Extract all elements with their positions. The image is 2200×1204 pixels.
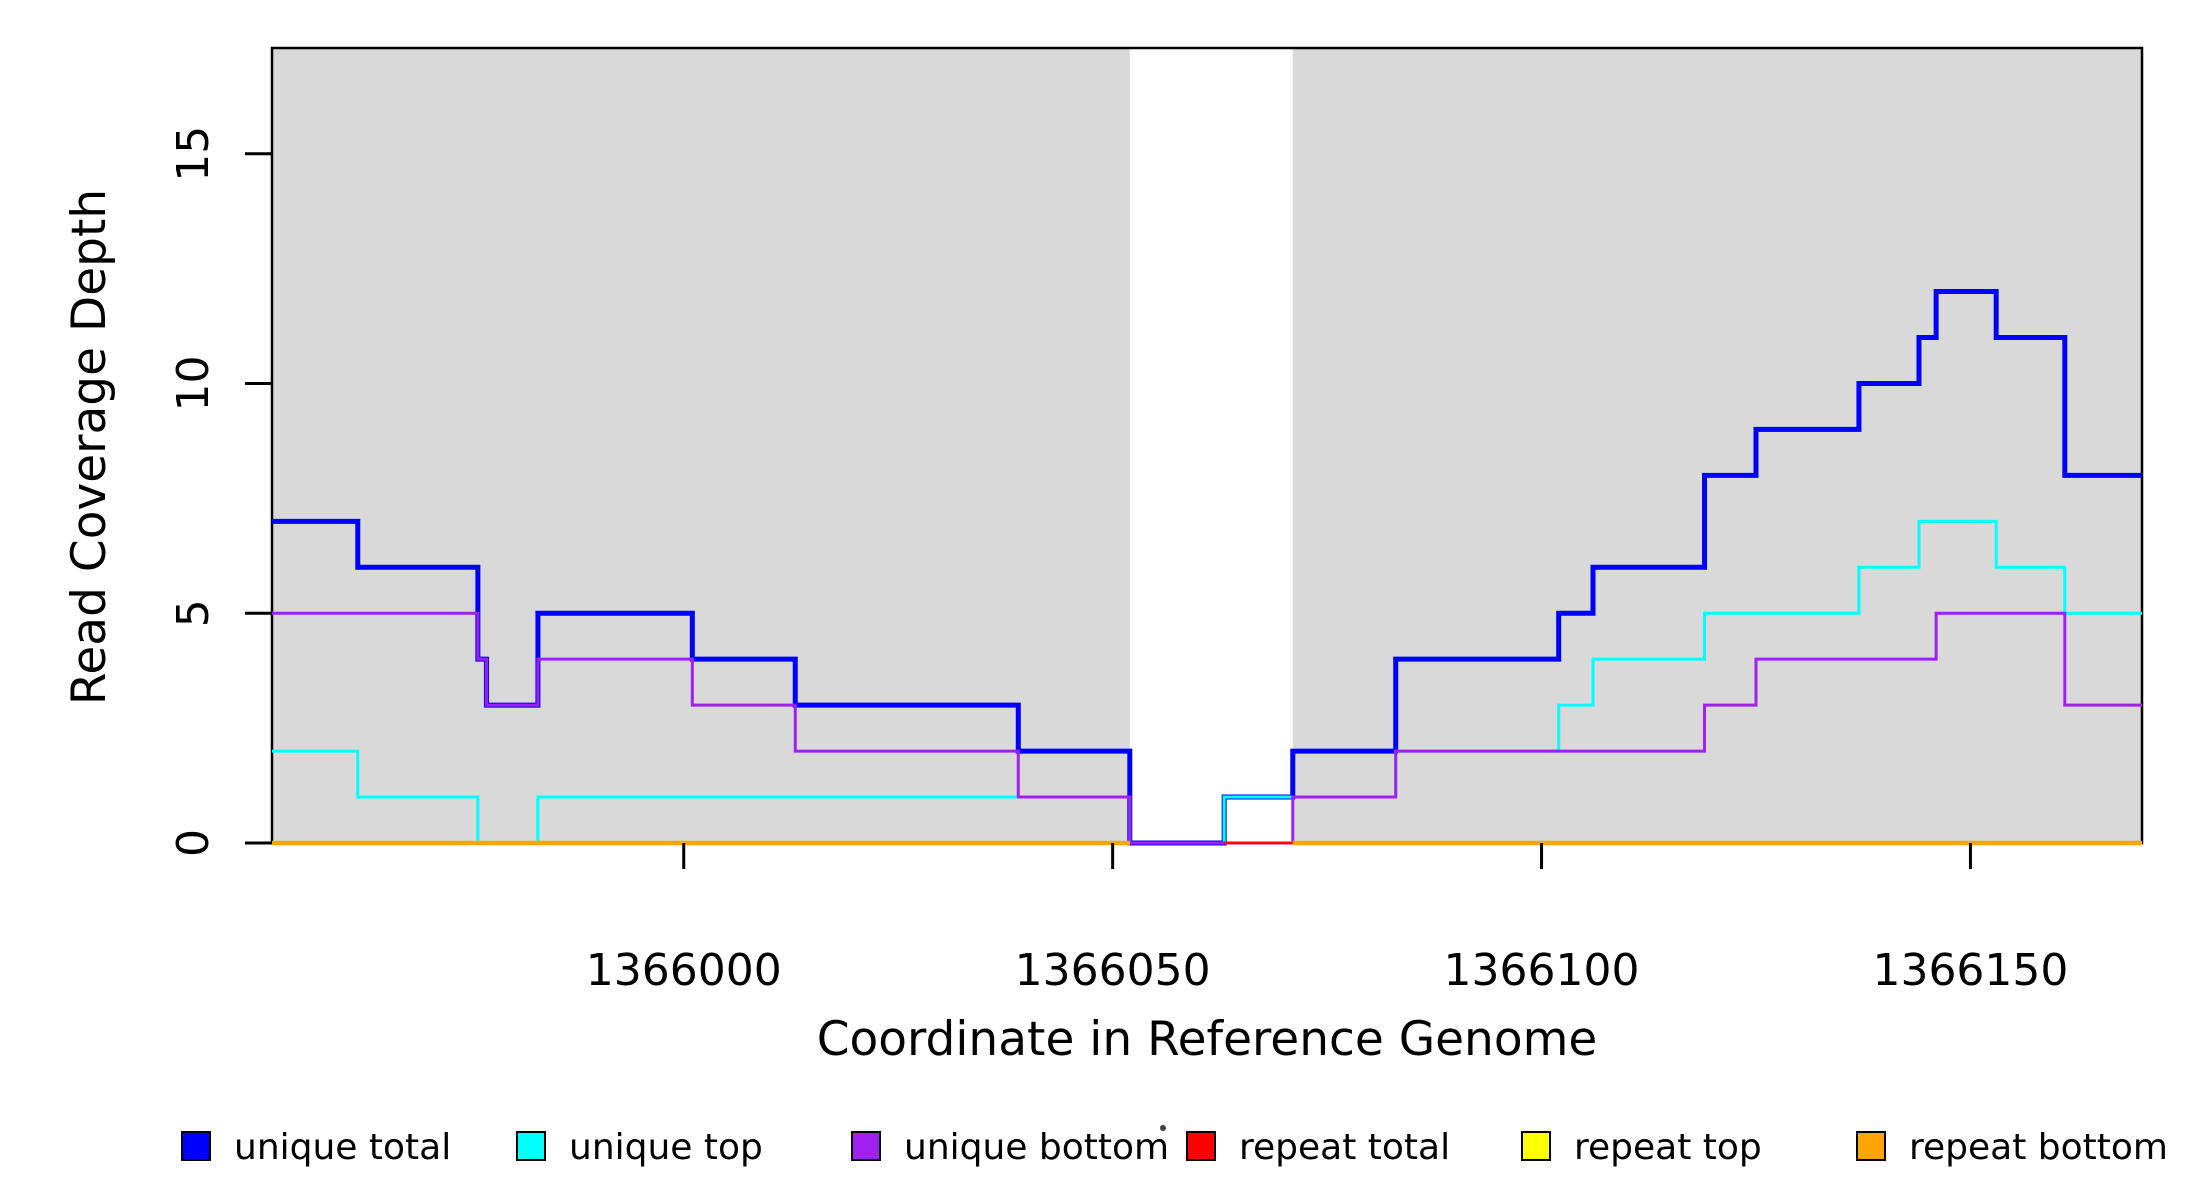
legend-item: unique total — [181, 1127, 451, 1168]
legend-item: repeat total — [1186, 1127, 1450, 1168]
y-axis-title: Read Coverage Depth — [62, 189, 117, 705]
legend-swatch-repeat-bottom — [1856, 1131, 1886, 1161]
series-unique-bottom — [272, 611, 2142, 845]
legend-swatch-unique-bottom — [851, 1131, 881, 1161]
x-axis: 1366000 1366050 1366100 1366150 — [586, 843, 2068, 996]
x-axis-title: Coordinate in Reference Genome — [817, 1012, 1598, 1067]
x-tick-label: 1366100 — [1444, 945, 1640, 996]
legend-item: repeat bottom — [1856, 1127, 2168, 1168]
stray-dot — [1160, 1125, 1166, 1131]
y-tick-label: 10 — [168, 355, 219, 411]
legend-swatch-repeat-total — [1186, 1131, 1216, 1161]
legend-label: repeat top — [1574, 1127, 1762, 1168]
legend-label: repeat total — [1239, 1127, 1450, 1168]
legend-item: unique top — [516, 1127, 763, 1168]
y-tick-label: 15 — [168, 126, 219, 182]
legend: unique total unique top unique bottom repea… — [181, 1127, 2168, 1168]
y-axis: 0 5 10 15 — [168, 126, 272, 857]
legend-swatch-unique-total — [181, 1131, 211, 1161]
shaded-region — [272, 48, 1130, 843]
series-lines — [272, 289, 2142, 846]
legend-label: unique top — [569, 1127, 763, 1168]
x-tick-label: 1366050 — [1015, 945, 1211, 996]
shaded-regions — [272, 48, 2142, 843]
y-tick-label: 5 — [168, 599, 219, 627]
legend-swatch-unique-top — [516, 1131, 546, 1161]
shaded-region — [1292, 48, 2142, 843]
x-tick-label: 1366000 — [586, 945, 782, 996]
y-tick-label: 0 — [168, 829, 219, 857]
legend-label: unique bottom — [904, 1127, 1169, 1168]
legend-label: repeat bottom — [1909, 1127, 2168, 1168]
legend-swatch-repeat-top — [1521, 1131, 1551, 1161]
x-tick-label: 1366150 — [1872, 945, 2068, 996]
legend-label: unique total — [234, 1127, 451, 1168]
legend-item: repeat top — [1521, 1127, 1762, 1168]
legend-item: unique bottom — [851, 1127, 1169, 1168]
